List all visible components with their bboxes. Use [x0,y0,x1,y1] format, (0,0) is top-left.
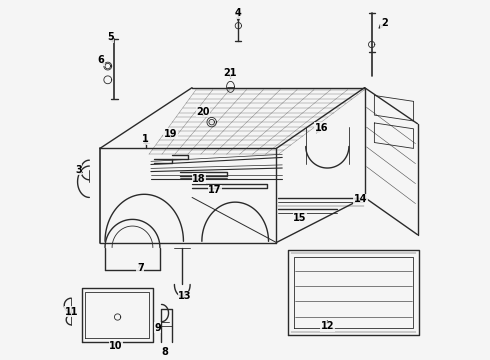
Text: 3: 3 [75,165,82,175]
Text: 21: 21 [224,68,237,78]
Text: 16: 16 [315,123,328,132]
Text: 8: 8 [161,347,168,357]
Text: 11: 11 [65,307,78,317]
Text: 1: 1 [143,134,149,144]
Text: 12: 12 [320,321,334,331]
Text: 6: 6 [98,55,104,65]
Text: 10: 10 [109,341,123,351]
Text: 18: 18 [192,174,206,184]
Text: 4: 4 [235,8,242,18]
Text: 17: 17 [208,185,221,195]
Text: 19: 19 [164,129,177,139]
Text: 2: 2 [381,18,388,28]
Text: 20: 20 [196,107,210,117]
Text: 7: 7 [137,263,144,273]
Text: 13: 13 [178,291,192,301]
Text: 5: 5 [107,32,114,42]
Text: 15: 15 [293,213,307,223]
Text: 9: 9 [154,323,161,333]
Text: 14: 14 [354,194,368,204]
